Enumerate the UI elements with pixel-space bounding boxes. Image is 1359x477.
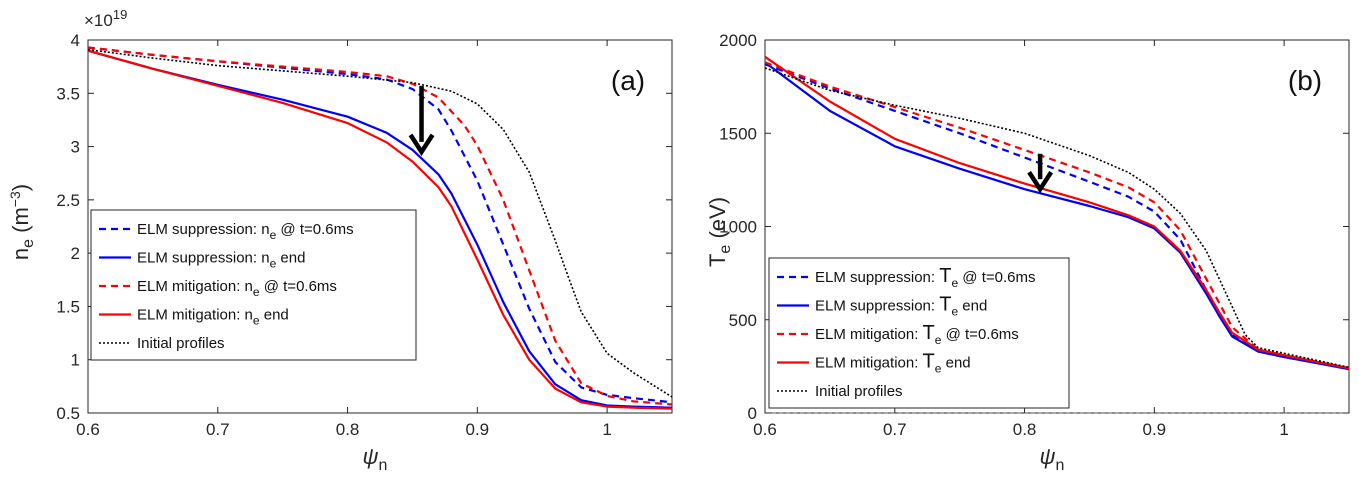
x-tick-label: 0.8 xyxy=(1013,420,1037,439)
series-line-1 xyxy=(764,61,1350,371)
x-tick-label: 0.8 xyxy=(336,420,360,439)
x-tick-label: 0.9 xyxy=(1143,420,1167,439)
y-tick-label: 1 xyxy=(71,351,80,370)
legend-entry: ELM suppression: Te end xyxy=(815,294,987,319)
y-tick-label: 500 xyxy=(729,311,757,330)
legend-entry: ELM mitigation: ne end xyxy=(137,307,289,328)
legend-entry: ELM mitigation: Te @ t=0.6ms xyxy=(815,322,1019,347)
arrow-head xyxy=(408,133,435,157)
legend-box xyxy=(768,257,1070,409)
legend-entry: ELM suppression: ne @ t=0.6ms xyxy=(137,221,354,242)
series-line-4 xyxy=(87,48,673,398)
y-tick-label: 4 xyxy=(71,31,80,50)
legend-entry: Initial profiles xyxy=(815,383,903,400)
x-tick-label: 1 xyxy=(602,420,611,439)
legend-entry: ELM mitigation: Te end xyxy=(815,351,971,376)
legend-entry: ELM mitigation: ne @ t=0.6ms xyxy=(137,278,337,299)
y-tick-label: 2 xyxy=(71,244,80,263)
legend-entry: ELM suppression: Te @ t=0.6ms xyxy=(815,265,1035,290)
panel-label: (a) xyxy=(611,65,645,96)
x-tick-label: 0.9 xyxy=(466,420,490,439)
y-tick-label: 1.5 xyxy=(56,297,80,316)
series-line-4 xyxy=(764,67,1350,369)
x-tick-label: 1 xyxy=(1279,420,1288,439)
y-tick-label: 2000 xyxy=(719,31,757,50)
y-axis-label: ne (m−3) xyxy=(7,184,37,260)
panel-b: 0.6 0.7 0.8 0.9 1 0 500 1000 1500 2000 (b) Te (eV) ψ… xyxy=(705,31,1350,474)
y-tick-label: 0 xyxy=(748,404,757,423)
panel-label: (b) xyxy=(1288,65,1322,96)
y-tick-label: 3.5 xyxy=(56,84,80,103)
legend: ELM suppression: ne @ t=0.6ms ELM suppres… xyxy=(90,209,417,361)
legend-entry: Initial profiles xyxy=(137,335,225,352)
y-tick-label: 1000 xyxy=(719,218,757,237)
y-tick-label: 1500 xyxy=(719,124,757,143)
x-tick-label: 0.7 xyxy=(883,420,907,439)
legend: ELM suppression: Te @ t=0.6ms ELM suppres… xyxy=(768,257,1070,409)
legend-entry: ELM suppression: ne end xyxy=(137,250,305,271)
x-tick-label: 0.6 xyxy=(76,420,100,439)
legend-box xyxy=(90,209,417,361)
arrow-head xyxy=(1027,170,1054,194)
y-tick-label: 3 xyxy=(71,138,80,157)
x-axis-label: ψn xyxy=(363,444,388,474)
series-line-3 xyxy=(87,49,673,410)
panel-a: 0.6 0.7 0.8 0.9 1 0.5 1 1.5 2 2.5 3 3.5 4×1019 (a) ne … xyxy=(7,7,673,474)
series-line-1 xyxy=(87,49,673,409)
x-tick-label: 0.7 xyxy=(206,420,230,439)
y-exponent-label: ×1019 xyxy=(84,7,127,30)
y-tick-label: 0.5 xyxy=(56,404,80,423)
series-line-2 xyxy=(87,46,673,406)
x-tick-label: 0.6 xyxy=(753,420,777,439)
y-tick-label: 2.5 xyxy=(56,191,80,210)
series-line-3 xyxy=(764,55,1350,370)
x-axis-label: ψn xyxy=(1040,444,1065,474)
y-axis-label: Te (eV) xyxy=(705,197,734,267)
